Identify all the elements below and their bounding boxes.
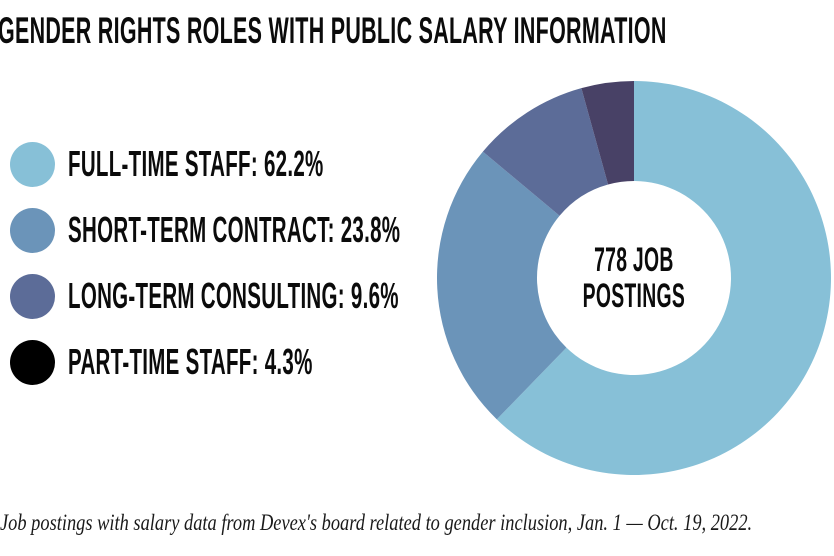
legend-label: FULL-TIME STAFF: 62.2% <box>68 143 324 184</box>
donut-slice-short-term-contract <box>437 151 567 420</box>
legend-item-full-time: FULL-TIME STAFF: 62.2% <box>10 141 651 187</box>
donut-slice-long-term-consulting <box>482 88 609 216</box>
legend-dot <box>10 207 55 253</box>
chart-legend: FULL-TIME STAFF: 62.2% SHORT-TERM CONTRA… <box>10 141 651 385</box>
legend-dot <box>10 273 55 319</box>
legend-dot <box>10 339 55 385</box>
source-caption: Job postings with salary data from Devex… <box>0 510 753 535</box>
legend-item-short-term: SHORT-TERM CONTRACT: 23.8% <box>10 207 651 253</box>
legend-label: LONG-TERM CONSULTING: 9.6% <box>68 275 399 316</box>
donut-chart-area: 778 JOB POSTINGS <box>437 81 831 475</box>
legend-item-part-time: PART-TIME STAFF: 4.3% <box>10 339 651 385</box>
chart-title: GENDER RIGHTS ROLES WITH PUBLIC SALARY I… <box>0 10 667 51</box>
legend-label: SHORT-TERM CONTRACT: 23.8% <box>68 209 401 250</box>
legend-dot <box>10 141 55 187</box>
legend-item-long-term: LONG-TERM CONSULTING: 9.6% <box>10 273 651 319</box>
donut-chart <box>437 81 831 475</box>
legend-label: PART-TIME STAFF: 4.3% <box>68 341 313 382</box>
donut-slice-part-time-staff <box>581 81 634 185</box>
donut-slice-full-time-staff <box>496 81 831 475</box>
